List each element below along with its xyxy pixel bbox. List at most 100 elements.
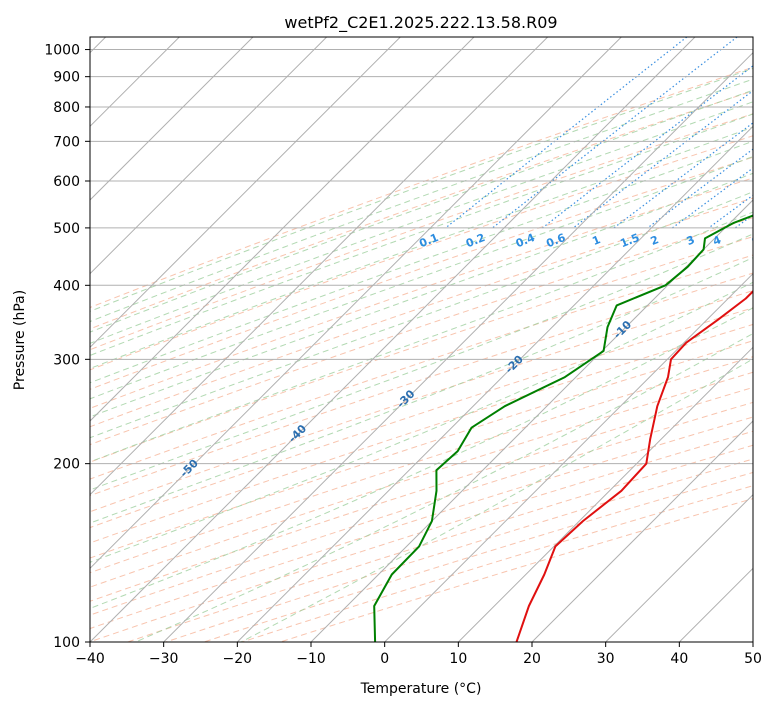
mixing-ratio-line: [734, 214, 753, 229]
y-tick-label: 500: [53, 221, 80, 237]
dewpoint-line: [373, 214, 753, 642]
dry-adiabat: [165, 458, 753, 642]
moist-adiabat: [90, 307, 753, 609]
y-tick-label: 100: [53, 635, 80, 651]
isotherm: [384, 272, 753, 642]
mixing-ratio-line: [542, 65, 753, 229]
moist-adiabat: [90, 101, 753, 344]
mixing-ratio-label: 6: [750, 233, 762, 248]
moist-adiabat: [90, 113, 753, 356]
dry-adiabat: [90, 135, 753, 371]
y-tick-label: 300: [53, 352, 80, 368]
isotherm: [752, 641, 753, 642]
moist-adiabat: [90, 89, 753, 333]
x-tick-label: 40: [670, 651, 688, 667]
mixing-ratio-label: 1.5: [618, 231, 641, 250]
isotherm: [163, 51, 753, 642]
mixing-ratio-line: [492, 37, 738, 229]
isotherm: [457, 346, 753, 642]
temperature-line: [515, 289, 753, 642]
profile-lines: [373, 214, 753, 642]
dry-adiabat: [241, 485, 753, 642]
isotherm-label: -60: [69, 491, 92, 514]
mixing-ratio-line: [708, 194, 753, 229]
y-tick-label: 1000: [44, 43, 80, 59]
dry-adiabat: [90, 113, 753, 351]
moist-adiabat: [135, 332, 753, 642]
y-tick-label: 800: [53, 100, 80, 116]
isotherm: [90, 37, 622, 570]
x-tick-label: 10: [449, 651, 467, 667]
moist-adiabat: [90, 233, 753, 491]
moist-adiabat: [90, 172, 753, 418]
isotherm: [90, 37, 696, 642]
y-tick-label: 600: [53, 174, 80, 190]
moist-adiabat: [90, 67, 753, 312]
moist-adiabat: [90, 257, 753, 524]
dry-adiabat: [90, 254, 753, 480]
x-tick-label: 0: [380, 651, 389, 667]
moist-adiabat: [90, 78, 753, 323]
isotherm: [605, 493, 753, 642]
mixing-ratio-line: [572, 89, 753, 229]
x-tick-label: 50: [744, 651, 762, 667]
x-axis: −40 −30 −20 −10 0 10 20 30 40 50: [75, 642, 762, 667]
y-tick-label: 400: [53, 278, 80, 294]
chart-title: wetPf2_C2E1.2025.222.13.58.R09: [284, 13, 557, 33]
mixing-ratio-label: 1: [590, 233, 602, 248]
dry-adiabat: [90, 236, 753, 463]
dry-adiabat: [90, 66, 753, 309]
grid-lines: [90, 37, 753, 642]
y-tick-label: 900: [53, 70, 80, 86]
isotherm: [90, 37, 401, 349]
moist-adiabat: [90, 211, 753, 463]
dry-adiabat: [90, 290, 753, 513]
mixing-ratio-label: 3: [685, 233, 697, 248]
isotherm: [678, 567, 753, 642]
dry-adiabat: [90, 356, 753, 574]
x-tick-label: −30: [149, 651, 179, 667]
x-tick-label: −20: [223, 651, 253, 667]
isotherm: [90, 37, 475, 422]
mixing-ratio-label: 0.4: [514, 231, 537, 250]
dry-adiabat: [90, 197, 753, 428]
mixing-ratio-line: [672, 167, 753, 229]
moist-adiabat: [240, 358, 753, 642]
moist-adiabat: [90, 140, 753, 384]
y-tick-label: 200: [53, 457, 80, 473]
isotherm: [531, 420, 753, 642]
x-tick-label: 30: [597, 651, 615, 667]
dry-adiabat: [280, 498, 753, 642]
moist-adiabat: [90, 281, 753, 563]
dry-adiabat: [90, 430, 753, 642]
dry-adiabat: [90, 217, 753, 446]
moist-adiabat: [90, 191, 753, 439]
isoline-labels: -100-90-80-70-60-50-40-30-20-10010203040…: [69, 231, 762, 515]
plot-frame: [89, 36, 754, 643]
mixing-ratio-label: 4: [711, 233, 723, 248]
moist-adiabat: [90, 126, 753, 370]
dry-adiabat: [90, 177, 753, 409]
isotherm: [90, 37, 549, 496]
dry-adiabat: [90, 386, 753, 602]
mixing-ratio-line: [445, 37, 688, 229]
y-axis-label: Pressure (hPa): [12, 290, 28, 390]
mixing-ratio-label: 0.1: [417, 231, 440, 250]
x-tick-label: 20: [523, 651, 541, 667]
dry-adiabat: [90, 156, 753, 390]
isotherm: [90, 37, 254, 201]
mixing-ratio-label: 2: [649, 233, 661, 248]
moist-adiabat: [90, 156, 753, 400]
background-lines: [90, 37, 753, 642]
dry-adiabat: [90, 371, 753, 588]
dry-adiabat: [90, 323, 753, 544]
x-tick-label: −10: [296, 651, 326, 667]
isotherm: [310, 199, 753, 642]
dry-adiabat: [90, 401, 753, 616]
x-axis-label: Temperature (°C): [360, 681, 482, 697]
dry-adiabat: [90, 340, 753, 559]
isotherm: [90, 37, 328, 275]
dry-adiabat: [90, 272, 753, 497]
y-axis: 100 200 300 400 500 600 700 800 900 1000: [44, 43, 90, 651]
